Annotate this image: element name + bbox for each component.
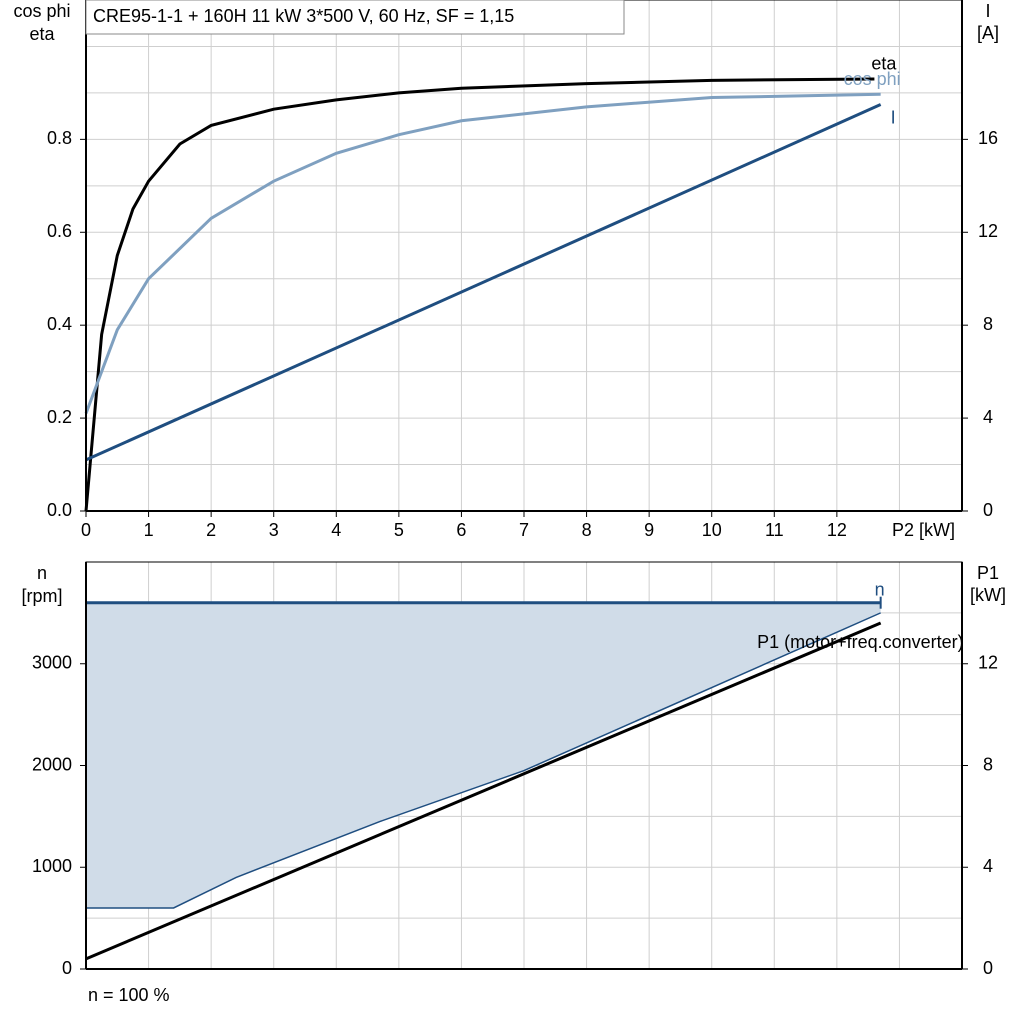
y2-tick-label: 12 bbox=[978, 221, 998, 241]
y2-tick-label: 0 bbox=[983, 958, 993, 978]
x-tick-label: 7 bbox=[519, 520, 529, 540]
x-tick-label: 2 bbox=[206, 520, 216, 540]
y-tick-label: 0.0 bbox=[47, 500, 72, 520]
y-tick-label: 0.4 bbox=[47, 314, 72, 334]
y-tick-label: 0.2 bbox=[47, 407, 72, 427]
y2-axis-label: [A] bbox=[977, 23, 999, 43]
y2-tick-label: 8 bbox=[983, 314, 993, 334]
series-line bbox=[84, 92, 881, 414]
y2-tick-label: 8 bbox=[983, 754, 993, 774]
x-tick-label: 4 bbox=[331, 520, 341, 540]
y-tick-label: 3000 bbox=[32, 653, 72, 673]
y2-axis-label: P1 bbox=[977, 563, 999, 583]
y2-tick-label: 4 bbox=[983, 856, 993, 876]
y-axis-label: [rpm] bbox=[21, 586, 62, 606]
series-label: I bbox=[891, 107, 896, 127]
y2-axis-label: [kW] bbox=[970, 585, 1006, 605]
x-tick-label: 12 bbox=[827, 520, 847, 540]
y2-tick-label: 16 bbox=[978, 128, 998, 148]
y-axis-label: cos phi bbox=[13, 1, 70, 21]
y-tick-label: 0 bbox=[62, 958, 72, 978]
y-tick-label: 1000 bbox=[32, 856, 72, 876]
y2-axis-label: I bbox=[985, 1, 990, 21]
series-line bbox=[86, 612, 881, 909]
y2-tick-label: 0 bbox=[983, 500, 993, 520]
y-axis-label: eta bbox=[29, 24, 55, 44]
x-tick-label: 0 bbox=[81, 520, 91, 540]
x-axis-label: P2 [kW] bbox=[892, 520, 955, 540]
series-line bbox=[85, 103, 882, 462]
x-tick-label: 1 bbox=[144, 520, 154, 540]
area bbox=[86, 602, 881, 908]
y-tick-label: 0.8 bbox=[47, 128, 72, 148]
x-tick-label: 6 bbox=[456, 520, 466, 540]
series-line bbox=[84, 77, 875, 512]
series-line bbox=[85, 621, 882, 961]
y-axis-label: n bbox=[37, 563, 47, 583]
x-tick-label: 9 bbox=[644, 520, 654, 540]
x-tick-label: 8 bbox=[582, 520, 592, 540]
x-tick-label: 5 bbox=[394, 520, 404, 540]
x-tick-label: 10 bbox=[702, 520, 722, 540]
y-tick-label: 0.6 bbox=[47, 221, 72, 241]
y-tick-label: 2000 bbox=[32, 754, 72, 774]
title-box bbox=[85, 0, 625, 35]
x-tick-label: 3 bbox=[269, 520, 279, 540]
series-label: n bbox=[875, 579, 885, 599]
series-label: P1 (motor+freq.converter) bbox=[757, 632, 964, 652]
series-label: cos phi bbox=[844, 69, 901, 89]
chart-title: CRE95-1-1 + 160H 11 kW 3*500 V, 60 Hz, S… bbox=[93, 6, 514, 26]
series-label: eta bbox=[871, 54, 897, 74]
x-tick-label: 11 bbox=[765, 520, 784, 540]
y2-tick-label: 4 bbox=[983, 407, 993, 427]
annotation: n = 100 % bbox=[88, 985, 170, 1005]
y2-tick-label: 12 bbox=[978, 653, 998, 673]
